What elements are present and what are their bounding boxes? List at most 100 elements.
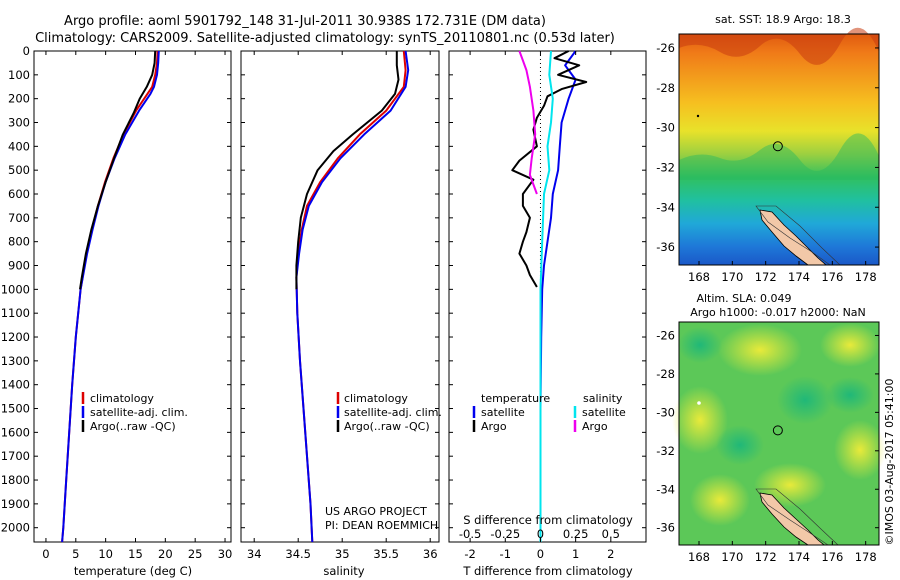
- lon-tick-label: 170: [721, 270, 743, 284]
- depth-tick-label: 500: [8, 163, 30, 177]
- sst-front: [679, 133, 879, 180]
- sla-map-ticks: 168 170 172 174 176 178 -26 -28 -30 -32 -34 -36: [656, 328, 879, 564]
- legend-satellite: satellite-adj. clim.: [344, 406, 442, 419]
- temperature-panel: 0100200300400500600700800900100011001200…: [1, 44, 233, 578]
- s-tick-label: -0.5: [459, 527, 481, 541]
- salinity-xlabel: salinity: [323, 564, 364, 578]
- temperature-x-ticks: 0 5 10 15 20 25 30: [42, 51, 232, 561]
- x-tick-label: 0: [537, 547, 544, 561]
- x-tick-label: -2: [464, 547, 475, 561]
- depth-tick-label: 1600: [1, 425, 30, 439]
- series-climatology: [61, 50, 159, 543]
- depth-tick-label: 2000: [1, 521, 30, 535]
- lon-tick-label: 176: [821, 550, 843, 564]
- x-tick-label: -1: [500, 547, 511, 561]
- x-tick-label: 25: [188, 547, 203, 561]
- temperature-xlabel: temperature (deg C): [74, 564, 192, 578]
- legend-argo: Argo(..raw -QC): [344, 420, 430, 433]
- x-tick-label: 34.5: [285, 547, 311, 561]
- sla-map-frame: [678, 321, 880, 546]
- depth-tick-label: 100: [8, 68, 30, 82]
- depth-tick-label: 1800: [1, 473, 30, 487]
- lat-tick-label: -34: [656, 482, 675, 496]
- difference-panel: -2 -1 0 1 2 -0.5 -0.25 0 0.25 0.5 S difference f…: [448, 50, 647, 578]
- lat-tick-label: -36: [656, 240, 675, 254]
- x-tick-label: 20: [158, 547, 173, 561]
- salinity-axes-frame: [240, 50, 440, 543]
- series-climatology: [295, 50, 407, 543]
- sst-map: sat. SST: 18.9 Argo: 18.3 168 170 172 174 17…: [656, 13, 880, 284]
- lat-tick-label: -32: [656, 160, 675, 174]
- s-tick-label: 0: [537, 527, 544, 541]
- title-line-1: Argo profile: aoml 5901792_148 31-Jul-20…: [64, 14, 546, 29]
- depth-tick-label: 1200: [1, 330, 30, 344]
- lat-tick-label: -30: [656, 121, 675, 135]
- lat-tick-label: -28: [656, 81, 675, 95]
- series-t-satellite: [539, 50, 577, 542]
- salinity-x-ticks: 34 34.5 35 35.5 36: [247, 51, 438, 561]
- legend-s-satellite: satellite: [582, 406, 626, 419]
- salinity-y-ticks: [241, 50, 439, 529]
- series-s-argo: [518, 50, 538, 195]
- depth-tick-label: 300: [8, 116, 30, 130]
- s-difference-label: S difference from climatology: [463, 513, 633, 527]
- sst-map-title: sat. SST: 18.9 Argo: 18.3: [715, 13, 851, 26]
- legend-argo: Argo(..raw -QC): [90, 420, 176, 433]
- lon-tick-label: 168: [688, 550, 710, 564]
- x-tick-label: 30: [218, 547, 233, 561]
- lon-tick-label: 174: [788, 550, 810, 564]
- sla-title-2: Argo h1000: -0.017 h2000: NaN: [690, 306, 866, 319]
- depth-tick-label: 1400: [1, 378, 30, 392]
- title-line-2: Climatology: CARS2009. Satellite-adjuste…: [35, 31, 615, 46]
- series-t-argo: [511, 50, 588, 288]
- lat-tick-label: -36: [656, 521, 675, 535]
- s-tick-label: 0.25: [563, 527, 589, 541]
- temperature-axes-frame: [33, 50, 232, 543]
- sst-map-ticks: 168 170 172 174 176 178 -26 -28 -30 -32 -34 -36: [656, 41, 879, 284]
- x-tick-label: 1: [572, 547, 579, 561]
- lon-tick-label: 172: [755, 550, 777, 564]
- lon-tick-label: 168: [688, 270, 710, 284]
- depth-tick-label: 1100: [1, 306, 30, 320]
- x-tick-label: 34: [247, 547, 262, 561]
- legend-temperature-header: temperature: [481, 392, 550, 405]
- difference-x-ticks: -2 -1 0 1 2: [464, 51, 614, 561]
- legend-climatology: climatology: [344, 392, 408, 405]
- lon-tick-label: 172: [755, 270, 777, 284]
- depth-tick-label: 800: [8, 235, 30, 249]
- legend-t-argo: Argo: [481, 420, 507, 433]
- series-satellite-adj-clim: [61, 50, 160, 543]
- float-position-marker: [772, 141, 783, 152]
- project-label: US ARGO PROJECT: [325, 505, 427, 518]
- island-dot: [696, 114, 700, 118]
- series-s-satellite: [539, 50, 554, 542]
- salinity-panel: 34 34.5 35 35.5 36 salinity climatology sate…: [240, 50, 442, 578]
- salinity-diff-ticks: -0.5 -0.25 0 0.25 0.5: [459, 527, 620, 541]
- imos-stamp: ©IMOS 03-Aug-2017 05:41:00: [883, 379, 896, 546]
- depth-tick-label: 900: [8, 259, 30, 273]
- legend-salinity-header: salinity: [583, 392, 623, 405]
- s-tick-label: 0.5: [602, 527, 620, 541]
- sst-map-frame: [678, 33, 880, 266]
- lat-tick-label: -30: [656, 405, 675, 419]
- lon-tick-label: 178: [855, 270, 877, 284]
- float-position-marker: [772, 425, 783, 436]
- x-tick-label: 10: [98, 547, 113, 561]
- difference-y-ticks: [449, 50, 646, 529]
- lon-tick-label: 178: [855, 550, 877, 564]
- depth-tick-label: 1500: [1, 402, 30, 416]
- depth-tick-label: 400: [8, 139, 30, 153]
- depth-tick-label: 1300: [1, 354, 30, 368]
- lat-tick-label: -26: [656, 41, 675, 55]
- series-argo-raw-qc: [295, 51, 400, 290]
- lat-tick-label: -28: [656, 367, 675, 381]
- legend-satellite: satellite-adj. clim.: [90, 406, 188, 419]
- difference-axes-frame: [448, 50, 647, 543]
- depth-ticks: 0 100 200 300 400 500 600 700 800 900 1000 1100 1200…: [1, 44, 231, 535]
- depth-tick-label: 1900: [1, 497, 30, 511]
- depth-tick-label: 700: [8, 211, 30, 225]
- depth-tick-label: 0: [23, 44, 30, 58]
- depth-tick-label: 1000: [1, 282, 30, 296]
- series-satellite-adj-clim: [295, 50, 410, 543]
